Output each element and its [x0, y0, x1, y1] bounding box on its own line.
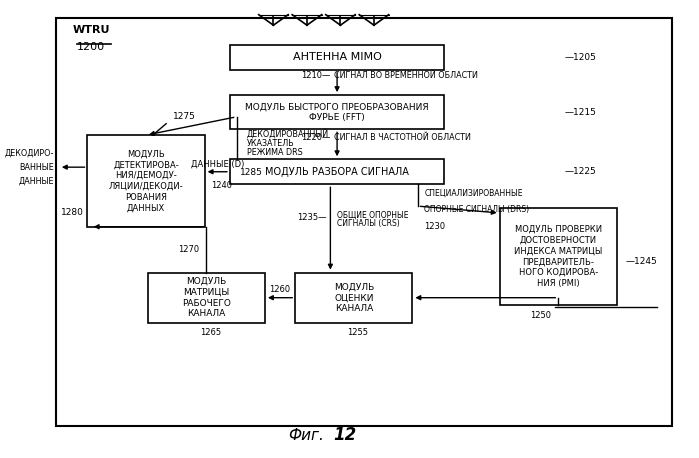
Text: 1265: 1265 [200, 328, 221, 338]
Text: МОДУЛЬ ПРОВЕРКИ
ДОСТОВЕРНОСТИ
ИНДЕКСА МАТРИЦЫ
ПРЕДВАРИТЕЛЬ-
НОГО КОДИРОВА-
НИЯ (: МОДУЛЬ ПРОВЕРКИ ДОСТОВЕРНОСТИ ИНДЕКСА МА… [514, 225, 603, 288]
Text: 1255: 1255 [347, 328, 368, 338]
Text: АНТЕННА MIMO: АНТЕННА MIMO [293, 52, 382, 62]
Text: 1235—: 1235— [298, 213, 327, 222]
Text: 1230: 1230 [424, 222, 445, 231]
Text: ДЕКОДИРО-: ДЕКОДИРО- [5, 149, 55, 158]
Text: 1285: 1285 [240, 169, 263, 177]
Text: 1275: 1275 [173, 112, 196, 121]
Text: 1240: 1240 [211, 181, 233, 190]
FancyBboxPatch shape [230, 159, 445, 184]
Text: ДАННЫЕ: ДАННЫЕ [19, 176, 55, 185]
Text: 1250: 1250 [531, 311, 552, 321]
FancyBboxPatch shape [295, 273, 412, 323]
Text: 1280: 1280 [61, 208, 84, 218]
Text: WTRU: WTRU [73, 25, 110, 35]
Text: МОДУЛЬ БЫСТРОГО ПРЕОБРАЗОВАНИЯ
ФУРЬЕ (FFT): МОДУЛЬ БЫСТРОГО ПРЕОБРАЗОВАНИЯ ФУРЬЕ (FF… [245, 102, 429, 122]
Text: 1220—: 1220— [301, 133, 331, 142]
Text: ДАННЫЕ (D): ДАННЫЕ (D) [191, 159, 244, 169]
FancyBboxPatch shape [87, 135, 205, 227]
Text: СИГНАЛ В ЧАСТОТНОЙ ОБЛАСТИ: СИГНАЛ В ЧАСТОТНОЙ ОБЛАСТИ [333, 133, 470, 142]
Text: —1215: —1215 [565, 108, 597, 117]
FancyBboxPatch shape [230, 95, 445, 129]
Text: Фиг.: Фиг. [288, 428, 324, 443]
FancyBboxPatch shape [56, 18, 672, 426]
FancyBboxPatch shape [147, 273, 265, 323]
Text: ВАННЫЕ: ВАННЫЕ [20, 163, 55, 172]
Text: —1205: —1205 [565, 53, 597, 62]
Text: РЕЖИМА DRS: РЕЖИМА DRS [247, 148, 303, 157]
FancyBboxPatch shape [230, 45, 445, 70]
Text: ОПОРНЫЕ СИГНАЛЫ (DRS): ОПОРНЫЕ СИГНАЛЫ (DRS) [424, 205, 529, 214]
Text: МОДУЛЬ
ОЦЕНКИ
КАНАЛА: МОДУЛЬ ОЦЕНКИ КАНАЛА [333, 283, 374, 313]
Text: 12: 12 [333, 426, 357, 444]
FancyBboxPatch shape [500, 208, 617, 305]
Text: МОДУЛЬ РАЗБОРА СИГНАЛА: МОДУЛЬ РАЗБОРА СИГНАЛА [265, 167, 409, 177]
Text: —1245: —1245 [626, 256, 657, 266]
Text: 1200: 1200 [77, 42, 105, 52]
Text: СИГНАЛ ВО ВРЕМЕННОЙ ОБЛАСТИ: СИГНАЛ ВО ВРЕМЕННОЙ ОБЛАСТИ [333, 71, 477, 80]
Text: ДЕКОДИРОВАННЫЙ: ДЕКОДИРОВАННЫЙ [247, 129, 329, 139]
Text: СПЕЦИАЛИЗИРОВАННЫЕ: СПЕЦИАЛИЗИРОВАННЫЕ [424, 189, 523, 198]
Text: МОДУЛЬ
МАТРИЦЫ
РАБОЧЕГО
КАНАЛА: МОДУЛЬ МАТРИЦЫ РАБОЧЕГО КАНАЛА [182, 277, 231, 318]
Text: МОДУЛЬ
ДЕТЕКТИРОВА-
НИЯ/ДЕМОДУ-
ЛЯЦИИ/ДЕКОДИ-
РОВАНИЯ
ДАННЫХ: МОДУЛЬ ДЕТЕКТИРОВА- НИЯ/ДЕМОДУ- ЛЯЦИИ/ДЕ… [109, 149, 183, 213]
Text: —1225: —1225 [565, 167, 597, 176]
Text: ОБЩИЕ ОПОРНЫЕ: ОБЩИЕ ОПОРНЫЕ [337, 210, 409, 219]
Text: 1270: 1270 [178, 245, 200, 254]
Text: 1210—: 1210— [301, 71, 331, 80]
Text: УКАЗАТЕЛЬ: УКАЗАТЕЛЬ [247, 139, 294, 147]
Text: 1260: 1260 [270, 285, 291, 294]
Text: СИГНАЛЫ (CRS): СИГНАЛЫ (CRS) [337, 219, 400, 229]
